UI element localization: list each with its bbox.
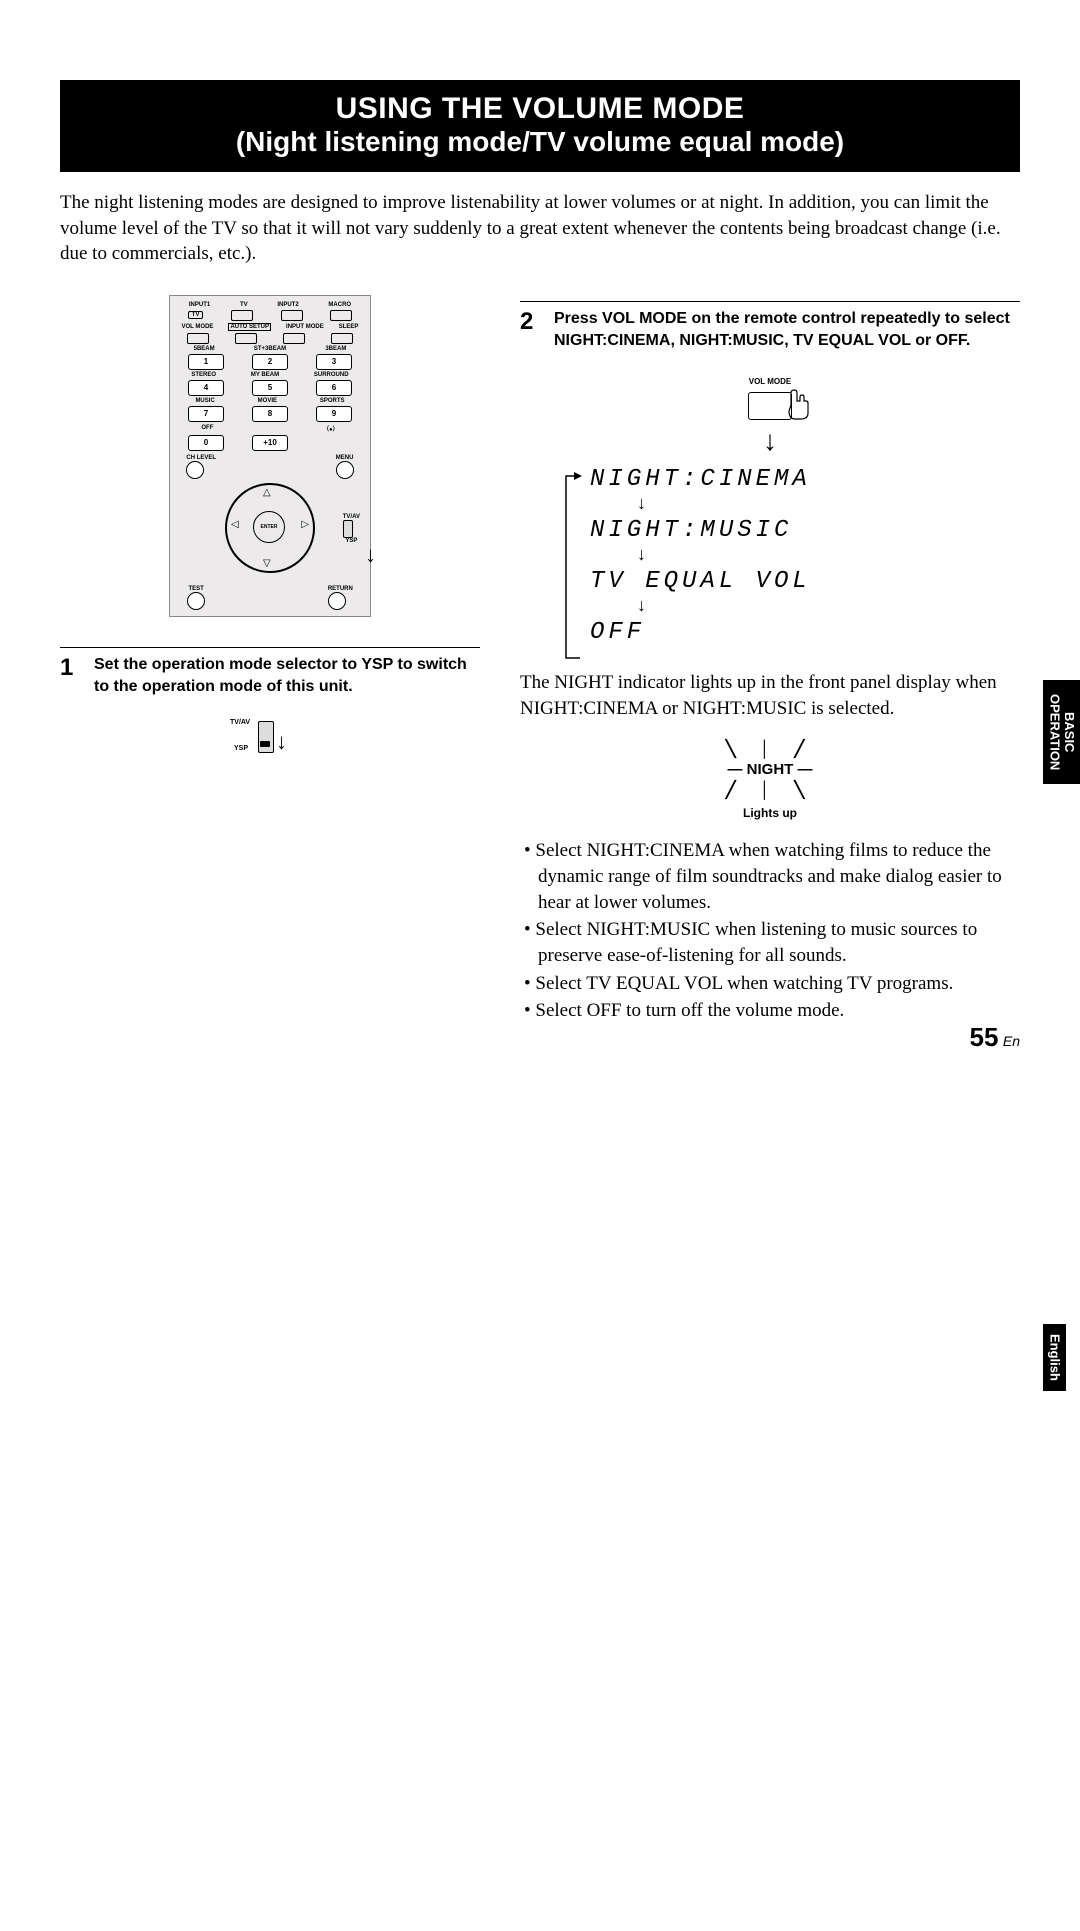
remote-label: INPUT MODE: [286, 324, 324, 330]
section-header: USING THE VOLUME MODE (Night listening m…: [60, 80, 1020, 172]
cycle-option: OFF: [590, 619, 1020, 646]
down-arrow-icon: ↓: [276, 729, 287, 755]
remote-label: INPUT1: [189, 302, 210, 308]
remote-label: MACRO: [328, 302, 351, 308]
down-arrow-icon: ↓: [520, 426, 1020, 458]
step-1: 1 Set the operation mode selector to YSP…: [60, 654, 480, 697]
vol-mode-button-illustration: VOL MODE: [520, 371, 1020, 420]
tab-basic-operation: BASICOPERATION: [1043, 680, 1080, 784]
down-arrow-icon: ↓: [636, 597, 1020, 617]
bullet-list: Select NIGHT:CINEMA when watching films …: [520, 838, 1020, 1023]
step-number: 1: [60, 654, 80, 697]
bullet-item: Select NIGHT:CINEMA when watching films …: [520, 838, 1020, 915]
remote-label: VOL MODE: [182, 324, 214, 330]
down-arrow-icon: ↓: [636, 546, 1020, 566]
down-arrow-icon: ↓: [365, 542, 376, 568]
hand-pointer-icon: [778, 385, 824, 425]
mode-selector-illustration: TV/AV YSP ↓: [240, 717, 300, 761]
mode-cycle-diagram: NIGHT:CINEMA ↓ NIGHT:MUSIC ↓ TV EQUAL VO…: [590, 466, 1020, 646]
bullet-item: Select OFF to turn off the volume mode.: [520, 998, 1020, 1024]
intro-paragraph: The night listening modes are designed t…: [60, 190, 1020, 267]
night-label: NIGHT: [747, 761, 794, 778]
step-2: 2 Press VOL MODE on the remote control r…: [520, 308, 1020, 351]
cycle-option: NIGHT:MUSIC: [590, 517, 1020, 544]
remote-tv-button: TV: [188, 311, 204, 319]
cycle-option: TV EQUAL VOL: [590, 568, 1020, 595]
step-text: Press VOL MODE on the remote control rep…: [554, 308, 1020, 351]
tab-english: English: [1043, 1324, 1066, 1391]
step-text: Set the operation mode selector to YSP t…: [94, 654, 480, 697]
header-title: USING THE VOLUME MODE: [60, 92, 1020, 126]
remote-label: SLEEP: [339, 324, 359, 330]
bullet-item: Select TV EQUAL VOL when watching TV pro…: [520, 971, 1020, 997]
body-paragraph: The NIGHT indicator lights up in the fro…: [520, 670, 1020, 721]
header-subtitle: (Night listening mode/TV volume equal mo…: [60, 126, 1020, 158]
remote-label: AUTO SETUP: [228, 323, 271, 331]
side-tabs: BASICOPERATION English: [1043, 680, 1080, 1931]
cycle-loop-icon: [560, 472, 584, 662]
remote-control-illustration: INPUT1 TV INPUT2 MACRO TV VOL MODE AUTO …: [169, 295, 371, 617]
cycle-option: NIGHT:CINEMA: [590, 466, 1020, 493]
bullet-item: Select NIGHT:MUSIC when listening to mus…: [520, 917, 1020, 968]
remote-label: INPUT2: [277, 302, 298, 308]
night-indicator-illustration: ╲ │ ╱ — NIGHT — ╱ │ ╲ Lights up: [520, 739, 1020, 820]
page-number: 55 En: [970, 1022, 1021, 1053]
lights-up-caption: Lights up: [520, 806, 1020, 820]
step-number: 2: [520, 308, 540, 351]
down-arrow-icon: ↓: [636, 495, 1020, 515]
remote-label: TV: [240, 302, 248, 308]
